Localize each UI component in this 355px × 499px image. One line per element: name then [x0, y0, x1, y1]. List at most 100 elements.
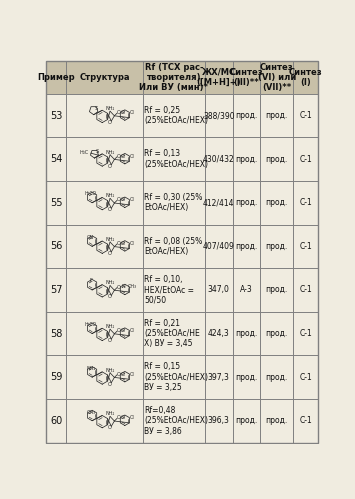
Bar [233, 225, 260, 268]
Text: C-1: C-1 [299, 111, 312, 120]
Text: C-1: C-1 [299, 416, 312, 425]
Text: 59: 59 [50, 372, 62, 382]
Text: прод.: прод. [266, 373, 288, 382]
Bar [293, 312, 318, 355]
Text: Cl: Cl [121, 241, 126, 246]
Bar [233, 181, 260, 225]
Bar [233, 312, 260, 355]
Bar [46, 225, 66, 268]
Text: H₃CO: H₃CO [84, 322, 97, 327]
Bar [143, 61, 205, 94]
Text: Cl: Cl [121, 372, 126, 377]
Text: NH₂: NH₂ [105, 106, 115, 111]
Text: O: O [108, 294, 112, 299]
Text: O: O [108, 207, 112, 212]
Bar [66, 61, 143, 94]
Bar [46, 181, 66, 225]
Bar [260, 181, 293, 225]
Bar [260, 268, 293, 312]
Text: Cl: Cl [121, 415, 126, 420]
Text: Cl: Cl [121, 110, 126, 115]
Text: 54: 54 [50, 154, 62, 164]
Bar [205, 268, 233, 312]
Text: прод.: прод. [235, 242, 257, 251]
Bar [205, 181, 233, 225]
Bar [205, 61, 233, 94]
Bar [205, 225, 233, 268]
Bar [46, 355, 66, 399]
Text: Синтез
(VI) или
(VII)**: Синтез (VI) или (VII)** [257, 63, 296, 92]
Text: Cl: Cl [130, 415, 135, 420]
Bar [205, 355, 233, 399]
Bar [233, 399, 260, 443]
Bar [260, 312, 293, 355]
Text: C-1: C-1 [299, 329, 312, 338]
Bar [66, 399, 143, 443]
Bar [233, 225, 260, 268]
Bar [260, 268, 293, 312]
Text: NH₂: NH₂ [105, 280, 115, 285]
Bar [233, 312, 260, 355]
Bar [260, 225, 293, 268]
Bar [293, 137, 318, 181]
Bar [205, 181, 233, 225]
Text: 56: 56 [50, 242, 62, 251]
Text: 53: 53 [50, 111, 62, 121]
Bar [293, 225, 318, 268]
Text: Cl: Cl [130, 328, 135, 333]
Bar [46, 399, 66, 443]
Bar [143, 225, 205, 268]
Bar [66, 355, 143, 399]
Bar [293, 225, 318, 268]
Text: O: O [117, 328, 121, 333]
Bar [66, 225, 143, 268]
Text: Cl: Cl [130, 241, 135, 246]
Text: прод.: прод. [266, 285, 288, 294]
Bar [260, 94, 293, 137]
Bar [293, 61, 318, 94]
Bar [293, 399, 318, 443]
Text: прод.: прод. [235, 111, 257, 120]
Text: 397,3: 397,3 [208, 373, 230, 382]
Bar [143, 312, 205, 355]
Bar [293, 355, 318, 399]
Bar [260, 181, 293, 225]
Text: F: F [90, 278, 93, 283]
Bar [260, 399, 293, 443]
Bar [293, 355, 318, 399]
Text: C-1: C-1 [299, 242, 312, 251]
Bar [205, 399, 233, 443]
Text: H₃CO: H₃CO [84, 191, 97, 196]
Text: 347,0: 347,0 [208, 285, 230, 294]
Text: CH₃: CH₃ [128, 284, 137, 289]
Text: NH₂: NH₂ [105, 368, 115, 373]
Bar [143, 399, 205, 443]
Text: прод.: прод. [235, 198, 257, 207]
Bar [205, 312, 233, 355]
Bar [293, 181, 318, 225]
Bar [205, 355, 233, 399]
Text: Cl: Cl [130, 110, 135, 115]
Text: прод.: прод. [235, 373, 257, 382]
Bar [205, 137, 233, 181]
Bar [66, 312, 143, 355]
Text: NH₂: NH₂ [105, 324, 115, 329]
Text: Rf = 0,25
(25%EtOAc/HEX): Rf = 0,25 (25%EtOAc/HEX) [144, 106, 208, 125]
Bar [233, 61, 260, 94]
Bar [66, 268, 143, 312]
Bar [143, 137, 205, 181]
Text: Cl: Cl [121, 328, 126, 333]
Bar [260, 137, 293, 181]
Text: C-1: C-1 [299, 155, 312, 164]
Text: Синтез
(III)**: Синтез (III)** [230, 68, 263, 87]
Text: NH₂: NH₂ [105, 237, 115, 242]
Bar [293, 137, 318, 181]
Bar [205, 61, 233, 94]
Bar [143, 181, 205, 225]
Text: прод.: прод. [266, 111, 288, 120]
Text: Rf = 0,08 (25%
EtOAc/HEX): Rf = 0,08 (25% EtOAc/HEX) [144, 237, 203, 256]
Bar [260, 94, 293, 137]
Text: 58: 58 [50, 328, 62, 338]
Bar [66, 181, 143, 225]
Bar [233, 399, 260, 443]
